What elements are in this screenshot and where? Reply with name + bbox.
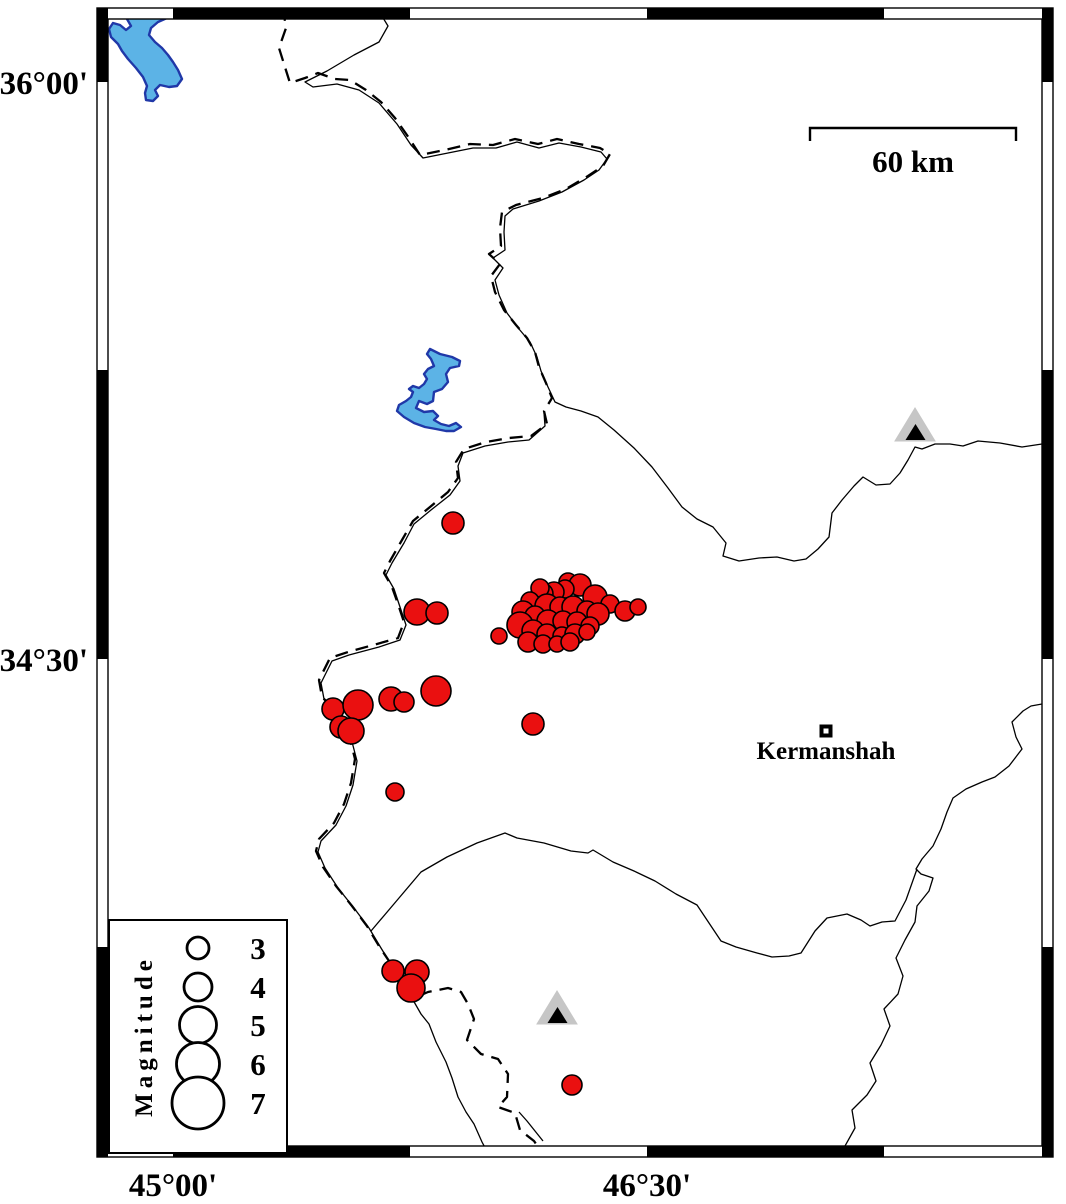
frame-segment — [647, 1146, 884, 1157]
frame-segment — [1042, 82, 1053, 370]
scale-bar-label: 60 km — [872, 144, 954, 179]
frame-corner — [97, 1146, 108, 1157]
earthquake-epicenter-dot — [521, 712, 545, 736]
legend-magnitude-circle — [182, 971, 214, 1003]
international-border-line — [277, 19, 612, 1146]
frame-segment — [97, 947, 108, 1157]
frame-corner — [1042, 1146, 1053, 1157]
boundary-line — [844, 703, 1042, 1146]
map-content — [108, 19, 1042, 1146]
stations-layer — [536, 407, 936, 1025]
lakes-layer — [108, 19, 463, 433]
frame-segment — [173, 8, 410, 19]
axis-label-lat-36-00: 36°00' — [0, 66, 88, 102]
frame-corner — [1042, 8, 1053, 19]
frame-segment — [173, 1146, 410, 1157]
earthquake-epicenter-dot — [629, 598, 647, 616]
legend-magnitude-circle — [170, 1075, 226, 1131]
earthquake-epicenter-dot — [490, 627, 508, 645]
frame-corner — [97, 8, 108, 19]
earthquake-epicenter-dot — [381, 959, 405, 983]
borders-layer — [277, 19, 1042, 1146]
earthquake-epicenter-dot — [385, 782, 405, 802]
station-triangle-core-icon — [547, 1007, 568, 1023]
lake-shape — [395, 347, 463, 433]
frame-segment — [1042, 8, 1053, 82]
axis-label-lat-34-30: 34°30' — [0, 643, 88, 679]
earthquake-epicenter-dot — [396, 973, 426, 1003]
frame-outer-outline — [96, 7, 1054, 1158]
frame-segment — [884, 1146, 1053, 1157]
city-label: Kermanshah — [757, 738, 896, 765]
station-triangle-icon — [894, 407, 936, 442]
frame-segment — [1042, 659, 1053, 947]
legend-magnitude-label: 5 — [250, 1008, 266, 1043]
earthquake-epicenter-dot — [342, 689, 374, 721]
legend-title: Magnitude — [131, 955, 158, 1117]
magnitude-legend: 3 45 6 7 — [108, 919, 288, 1154]
legend-magnitude-label: 6 — [250, 1047, 266, 1082]
earthquake-epicenter-dot — [337, 717, 365, 745]
frame-segment — [97, 370, 108, 659]
scale-bar-line — [808, 126, 1018, 141]
axis-label-lon-46-30: 46°30' — [603, 1168, 691, 1204]
earthquake-epicenter-dot — [560, 632, 580, 652]
earthquake-epicenter-dot — [441, 511, 465, 535]
frame-segment — [884, 8, 1053, 19]
map-frame — [96, 7, 1054, 1158]
frame-segment — [97, 659, 108, 947]
boundary-line — [370, 832, 918, 958]
earthquake-epicenter-dot — [393, 691, 415, 713]
legend-magnitude-circle — [178, 1005, 218, 1045]
frame-segment — [410, 8, 647, 19]
frame-inner-outline — [107, 18, 1043, 1147]
boundary-line — [317, 412, 546, 1146]
frame-segment — [97, 8, 108, 82]
city-marker — [819, 724, 833, 738]
legend-magnitude-label: 7 — [250, 1086, 266, 1121]
city-layer — [819, 724, 833, 738]
boundary-line — [518, 1111, 544, 1142]
legend-magnitude-label: 3 — [250, 931, 266, 966]
station-triangle-core-icon — [905, 424, 926, 440]
earthquake-epicenter-dot — [420, 675, 452, 707]
station-triangle-icon — [536, 990, 578, 1025]
frame-segment — [647, 8, 884, 19]
frame-segment — [410, 1146, 647, 1157]
frame-segment — [1042, 370, 1053, 659]
scale-bar — [808, 126, 1018, 141]
frame-segment — [97, 8, 173, 19]
frame-segment — [1042, 947, 1053, 1157]
lake-shape — [108, 19, 184, 103]
boundary-line — [304, 19, 1042, 562]
earthquake-epicenter-dot — [425, 601, 449, 625]
axis-label-lon-45-00: 45°00' — [129, 1168, 217, 1204]
earthquake-epicenter-dot — [561, 1074, 583, 1096]
legend-magnitude-label: 4 — [250, 970, 266, 1005]
legend-magnitude-circle — [185, 935, 211, 961]
earthquakes-layer — [321, 511, 647, 1096]
frame-segment — [97, 82, 108, 370]
earthquake-epicenter-dot — [578, 623, 596, 641]
